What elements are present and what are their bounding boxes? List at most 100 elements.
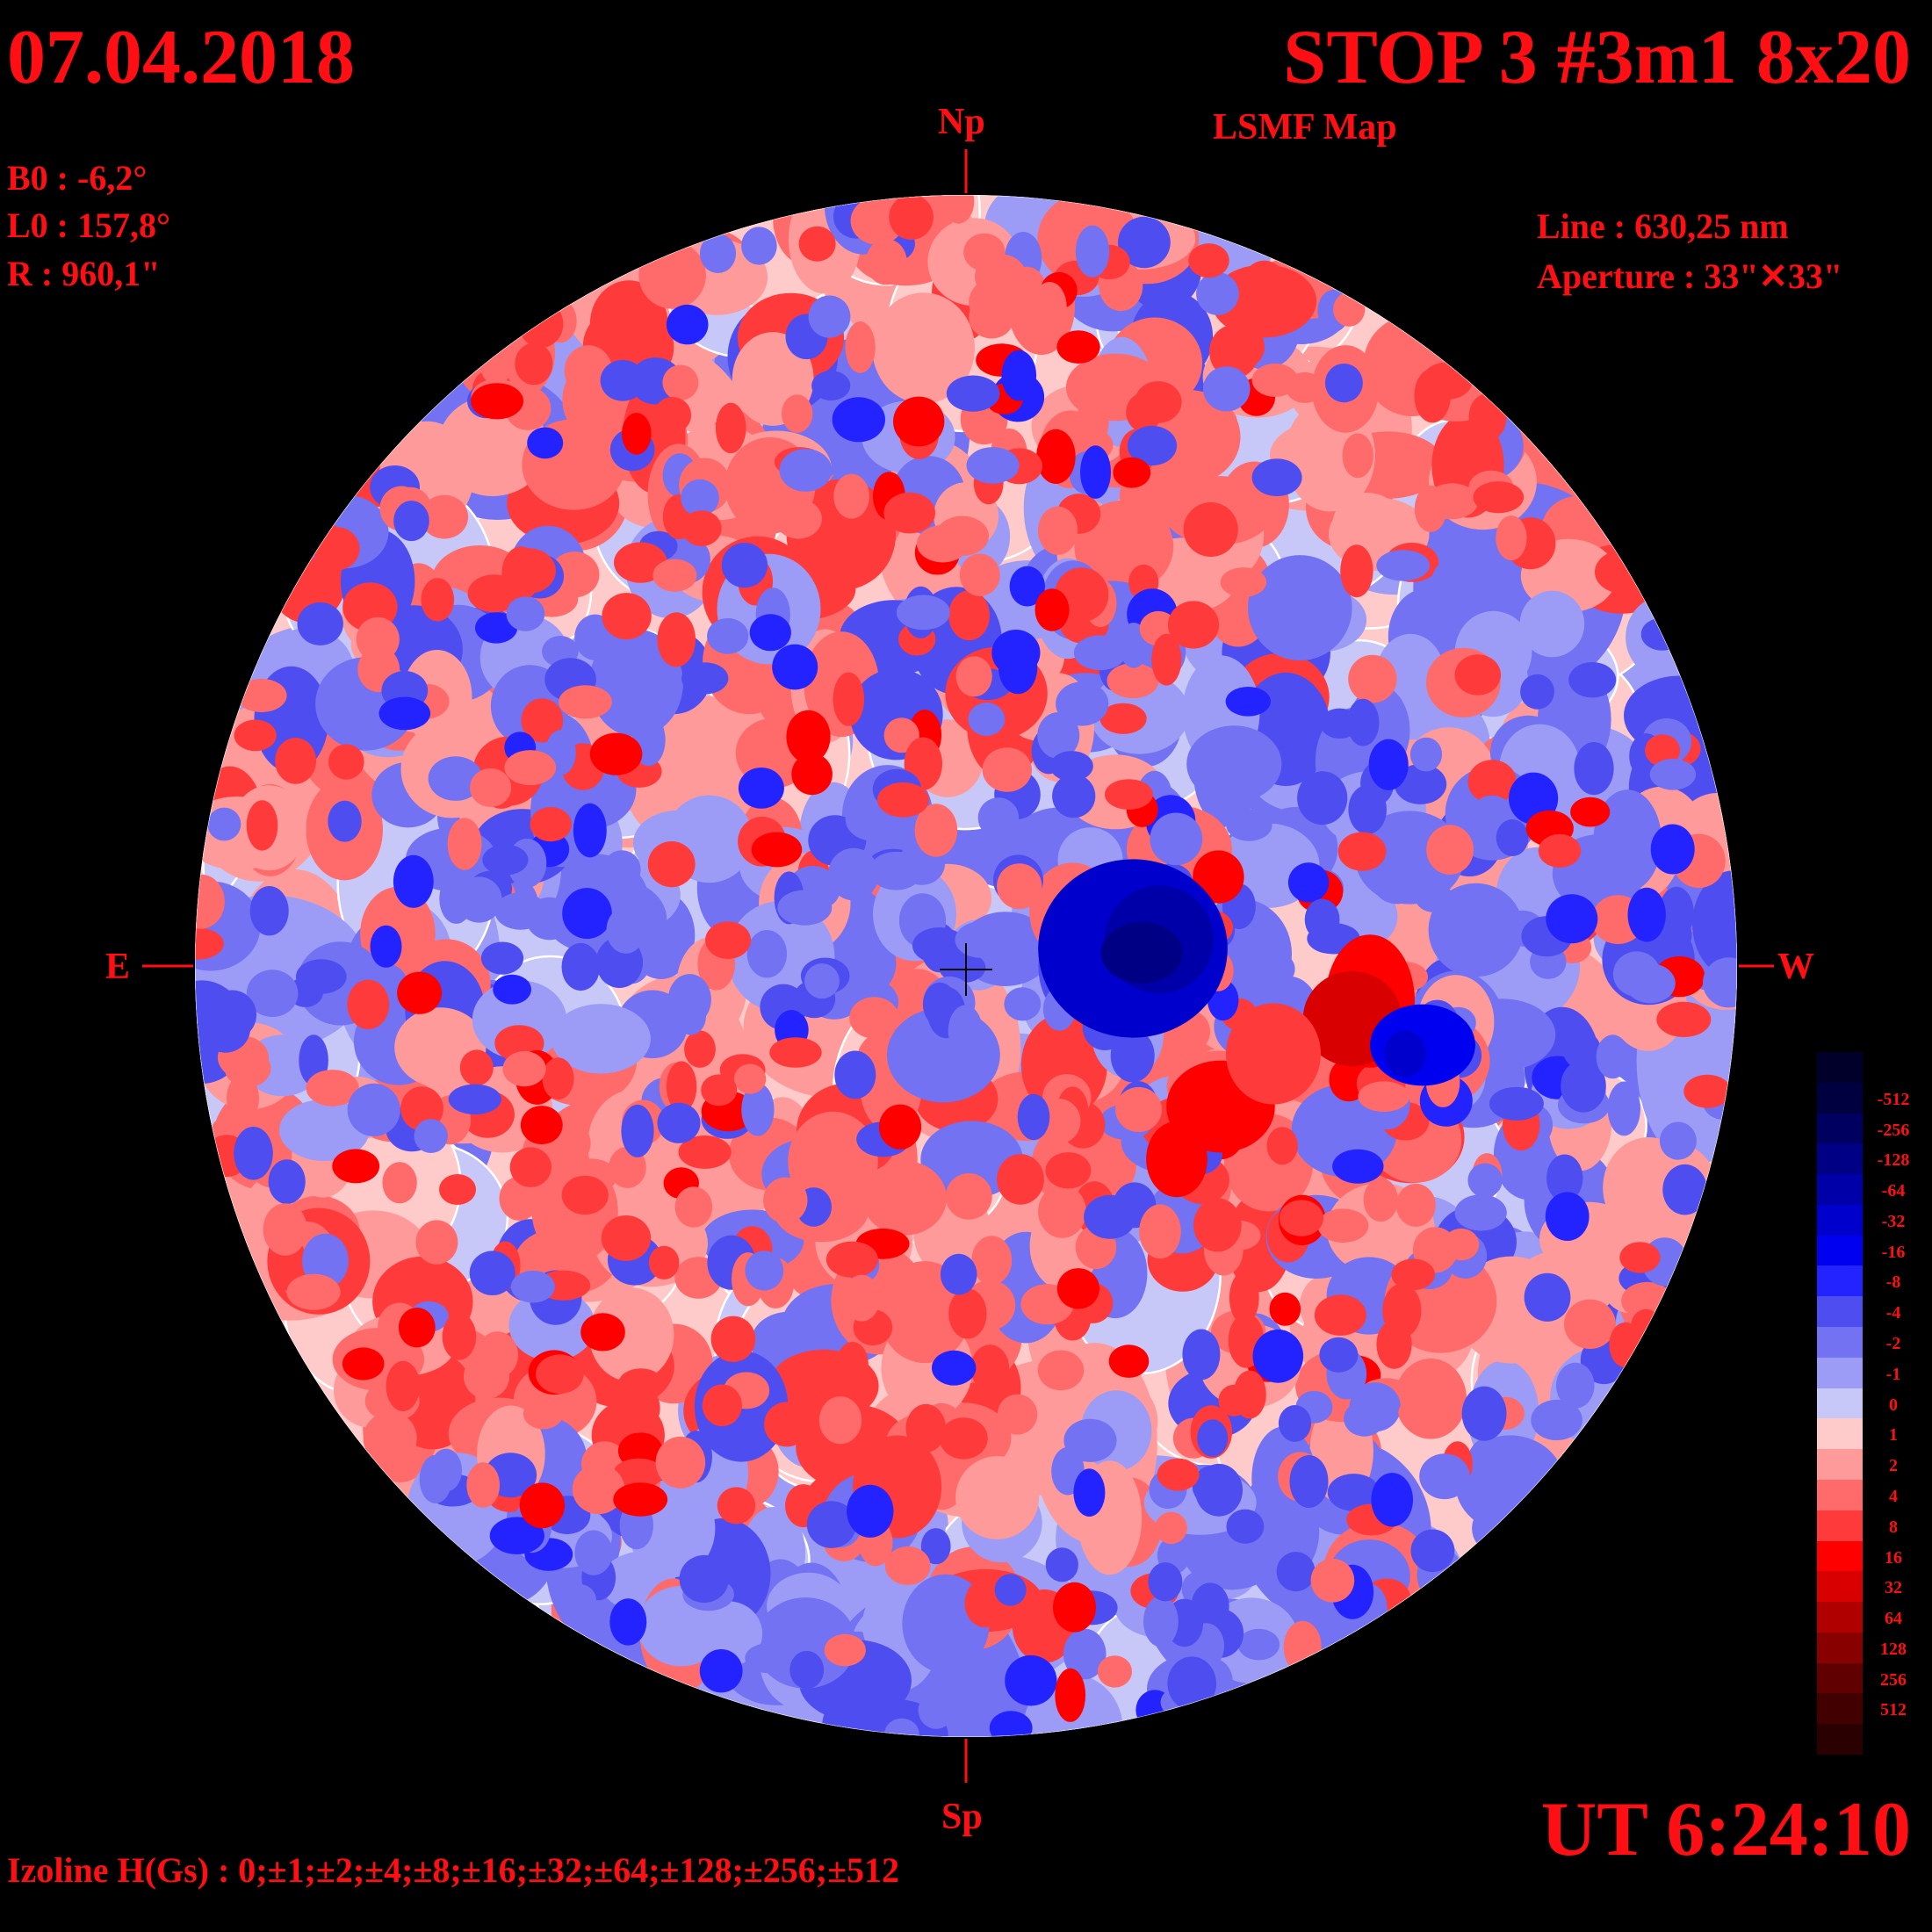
field-patch bbox=[1266, 1127, 1298, 1165]
field-patch bbox=[530, 807, 572, 842]
field-patch bbox=[696, 1601, 763, 1667]
field-patch bbox=[1202, 366, 1251, 412]
field-patch bbox=[494, 892, 547, 930]
field-patch bbox=[914, 804, 958, 857]
field-patch bbox=[1278, 1405, 1312, 1442]
field-patch bbox=[1251, 458, 1302, 497]
field-patch bbox=[1127, 425, 1178, 466]
field-patch bbox=[506, 596, 545, 631]
field-patch bbox=[562, 888, 612, 940]
field-patch bbox=[286, 1273, 341, 1310]
axis-ticks bbox=[142, 149, 1774, 1783]
field-patch bbox=[969, 296, 1014, 339]
field-patch bbox=[428, 756, 483, 801]
field-patch bbox=[674, 1186, 713, 1228]
scale-label: -1 bbox=[1885, 1364, 1901, 1384]
field-patch bbox=[1038, 1185, 1086, 1238]
field-patch bbox=[920, 1528, 951, 1565]
field-patch bbox=[542, 1057, 574, 1100]
field-patch bbox=[861, 1160, 947, 1236]
field-patch bbox=[1461, 1386, 1507, 1441]
field-patch bbox=[884, 1546, 931, 1585]
field-patch bbox=[804, 963, 840, 999]
field-patch bbox=[1348, 654, 1397, 703]
field-patch bbox=[275, 738, 316, 784]
scale-swatch bbox=[1817, 1296, 1863, 1328]
field-patch bbox=[504, 750, 557, 786]
field-patch bbox=[463, 1353, 510, 1399]
field-patch bbox=[447, 818, 482, 870]
field-patch bbox=[1063, 1418, 1117, 1462]
field-patch bbox=[1426, 825, 1474, 875]
field-patch bbox=[1346, 698, 1380, 746]
field-patch bbox=[520, 1106, 563, 1145]
field-patch bbox=[932, 1350, 977, 1386]
field-patch bbox=[1568, 662, 1617, 698]
field-patch bbox=[1319, 1337, 1359, 1373]
field-patch bbox=[825, 1241, 878, 1278]
north-pole-label: Np bbox=[938, 102, 985, 142]
field-patch bbox=[347, 979, 390, 1030]
field-patch bbox=[1324, 364, 1363, 403]
center-crosshair bbox=[940, 943, 992, 996]
scale-label: -2 bbox=[1885, 1334, 1901, 1354]
field-patch bbox=[1631, 1308, 1662, 1342]
field-patch bbox=[1073, 635, 1127, 671]
field-patch bbox=[370, 925, 402, 968]
field-patch bbox=[1692, 870, 1737, 978]
field-patch bbox=[652, 559, 697, 592]
field-patch bbox=[480, 941, 524, 975]
field-patch bbox=[939, 1417, 988, 1460]
field-patch bbox=[836, 1342, 869, 1386]
field-patch bbox=[536, 1354, 584, 1394]
field-patch bbox=[561, 942, 601, 991]
field-patch bbox=[420, 494, 469, 539]
field-patch bbox=[1100, 922, 1183, 984]
field-patch bbox=[342, 1347, 385, 1381]
field-patch bbox=[1049, 751, 1093, 782]
field-patch bbox=[707, 617, 749, 654]
field-patch bbox=[834, 1050, 876, 1099]
field-patch bbox=[788, 1111, 878, 1212]
scale-swatch bbox=[1817, 1724, 1863, 1755]
scale-swatch bbox=[1817, 1693, 1863, 1725]
field-patch bbox=[236, 678, 287, 713]
field-patch bbox=[429, 1448, 462, 1492]
field-patch bbox=[833, 672, 865, 726]
field-patch bbox=[1619, 1242, 1661, 1273]
field-patch bbox=[475, 612, 518, 644]
field-patch bbox=[268, 1159, 306, 1204]
field-patch bbox=[510, 1270, 555, 1303]
field-patch bbox=[1005, 1654, 1057, 1706]
field-patch bbox=[207, 990, 256, 1040]
field-patch bbox=[1593, 789, 1662, 892]
field-patch bbox=[1193, 850, 1244, 904]
field-patch bbox=[832, 397, 885, 443]
field-patch bbox=[567, 386, 621, 427]
field-patch bbox=[1327, 1474, 1381, 1511]
field-patch bbox=[622, 413, 652, 455]
field-patch bbox=[234, 1127, 273, 1180]
scale-swatch bbox=[1817, 1479, 1863, 1511]
field-patch bbox=[1314, 1294, 1366, 1336]
field-patch bbox=[746, 930, 788, 978]
field-patch bbox=[1371, 1473, 1413, 1527]
field-patch bbox=[741, 1083, 775, 1136]
field-patch bbox=[1574, 742, 1614, 796]
field-patch bbox=[745, 1642, 796, 1674]
field-patch bbox=[1496, 819, 1529, 856]
scale-swatch bbox=[1817, 1082, 1863, 1114]
field-patch bbox=[378, 696, 431, 731]
field-patch bbox=[1612, 951, 1661, 997]
field-patch bbox=[1229, 1271, 1259, 1324]
field-patch bbox=[1037, 712, 1080, 759]
field-patch bbox=[227, 1074, 259, 1123]
field-patch bbox=[940, 1253, 977, 1295]
field-patch bbox=[1080, 445, 1111, 499]
field-patch bbox=[948, 590, 990, 641]
field-patch bbox=[1660, 918, 1692, 952]
field-patch bbox=[955, 921, 1007, 958]
field-patch bbox=[1167, 1656, 1216, 1711]
field-patch bbox=[1199, 405, 1237, 439]
field-patch bbox=[772, 644, 818, 690]
